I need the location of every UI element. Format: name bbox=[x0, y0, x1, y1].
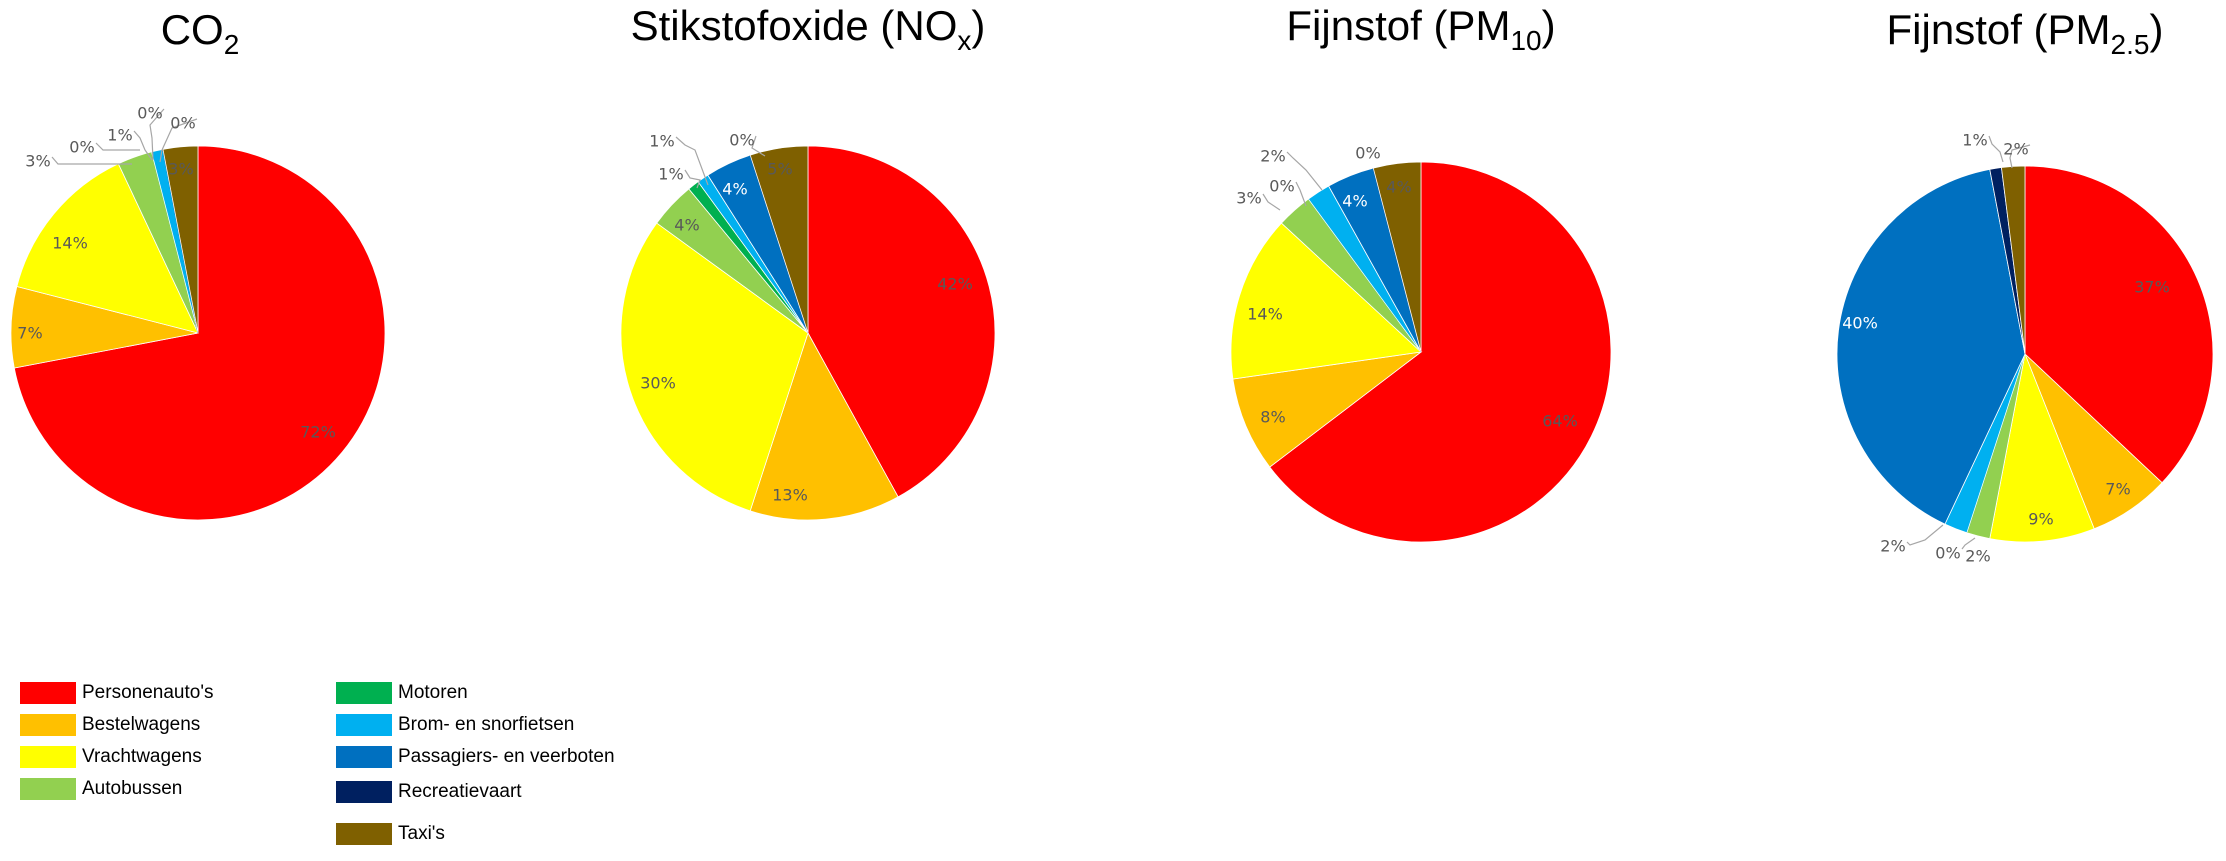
pie-chart-co2: CO2 72% 7% 14% 3% 0% 1% 0% 0% 3% bbox=[10, 6, 386, 521]
data-label-bestelwagens: 13% bbox=[772, 486, 808, 505]
leader-line bbox=[751, 135, 766, 157]
data-label-vrachtwagens: 14% bbox=[52, 234, 88, 253]
data-label-recreatievaart: 1% bbox=[1962, 131, 1987, 150]
data-label-passagiers: 40% bbox=[1842, 314, 1878, 333]
data-label-passagiers: 4% bbox=[1342, 192, 1367, 211]
pie-slice-personenautos bbox=[807, 145, 996, 498]
leader-line bbox=[684, 169, 701, 189]
pie-chart-nox: Stikstofoxide (NOx) 42% 13% 30% 4% 1% 1% 4% 0% 5% bbox=[620, 2, 996, 521]
data-label-passagiers: 4% bbox=[722, 180, 747, 199]
leader-line bbox=[133, 130, 153, 161]
data-label-motoren: 0% bbox=[1269, 177, 1294, 196]
leader-line bbox=[1961, 537, 1976, 550]
data-label-passagiers: 0% bbox=[137, 104, 162, 123]
data-label-personenautos: 72% bbox=[300, 423, 336, 442]
data-label-motoren: 0% bbox=[69, 138, 94, 157]
pie-slice-taxis bbox=[1372, 161, 1422, 353]
leader-line bbox=[1906, 524, 1944, 546]
pie-slice-passagiers bbox=[1836, 168, 2026, 525]
leader-line bbox=[1262, 193, 1281, 211]
pie-slice-bestelwagens bbox=[749, 331, 899, 521]
data-label-autobussen: 3% bbox=[1236, 189, 1261, 208]
data-label-autobussen: 3% bbox=[25, 152, 50, 171]
pie-slice-personenautos bbox=[1269, 161, 1612, 543]
data-label-recreatievaart: 0% bbox=[170, 114, 195, 133]
data-label-autobussen: 2% bbox=[1965, 547, 1990, 566]
data-label-motoren: 1% bbox=[658, 165, 683, 184]
data-label-bestelwagens: 8% bbox=[1260, 408, 1285, 427]
data-label-brom: 2% bbox=[1260, 147, 1285, 166]
data-label-vrachtwagens: 14% bbox=[1247, 305, 1283, 324]
data-label-recreatievaart: 0% bbox=[729, 131, 754, 150]
data-label-brom: 2% bbox=[1880, 537, 1905, 556]
chart-title-pm10: Fijnstof (PM10) bbox=[1286, 2, 1555, 56]
pie-chart-pm25: Fijnstof (PM2.5) 37% 7% 9% 2% 0% 2% 40% 1% 2% bbox=[1836, 6, 2214, 566]
pie-slice-vrachtwagens bbox=[16, 163, 199, 334]
pie-chart-pm10: Fijnstof (PM10) 64% 8% 14% 3% 0% 2% 4% 0% 4% bbox=[1230, 2, 1612, 543]
leader-line bbox=[51, 156, 132, 165]
chart-title-co2: CO2 bbox=[161, 6, 240, 60]
pie-slice-personenautos bbox=[2024, 165, 2214, 484]
chart-title-pm25: Fijnstof (PM2.5) bbox=[1887, 6, 2164, 60]
data-label-autobussen: 4% bbox=[674, 216, 699, 235]
pie-slice-vrachtwagens bbox=[620, 222, 809, 512]
data-label-brom: 1% bbox=[107, 126, 132, 145]
leader-line bbox=[1295, 181, 1307, 207]
data-label-taxis: 5% bbox=[767, 160, 792, 179]
data-label-motoren: 0% bbox=[1935, 544, 1960, 563]
data-label-personenautos: 64% bbox=[1542, 412, 1578, 431]
data-label-personenautos: 42% bbox=[937, 275, 973, 294]
leader-line bbox=[675, 136, 709, 186]
leader-line bbox=[1988, 135, 2004, 163]
leader-line bbox=[1286, 151, 1323, 191]
pie-slice-vrachtwagens bbox=[1230, 222, 1422, 380]
pie-slice-taxis bbox=[749, 145, 809, 334]
data-label-vrachtwagens: 9% bbox=[2028, 510, 2053, 529]
leader-line bbox=[2009, 144, 2031, 169]
data-label-taxis: 3% bbox=[168, 160, 193, 179]
data-label-recreatievaart: 0% bbox=[1355, 144, 1380, 163]
leader-line bbox=[149, 108, 165, 161]
data-label-taxis: 2% bbox=[2003, 140, 2028, 159]
pie-slice-personenautos bbox=[13, 145, 386, 521]
data-label-brom: 1% bbox=[649, 132, 674, 151]
data-label-taxis: 4% bbox=[1386, 178, 1411, 197]
data-label-bestelwagens: 7% bbox=[17, 324, 42, 343]
leader-line bbox=[159, 118, 198, 163]
data-label-personenautos: 37% bbox=[2134, 278, 2170, 297]
pie-slice-bestelwagens bbox=[1232, 351, 1423, 468]
data-label-bestelwagens: 7% bbox=[2105, 480, 2130, 499]
pie-slice-vrachtwagens bbox=[1989, 352, 2095, 543]
leader-line bbox=[95, 142, 140, 151]
chart-title-nox: Stikstofoxide (NOx) bbox=[631, 2, 986, 56]
data-label-vrachtwagens: 30% bbox=[640, 374, 676, 393]
pie-slice-taxis bbox=[2000, 165, 2026, 355]
